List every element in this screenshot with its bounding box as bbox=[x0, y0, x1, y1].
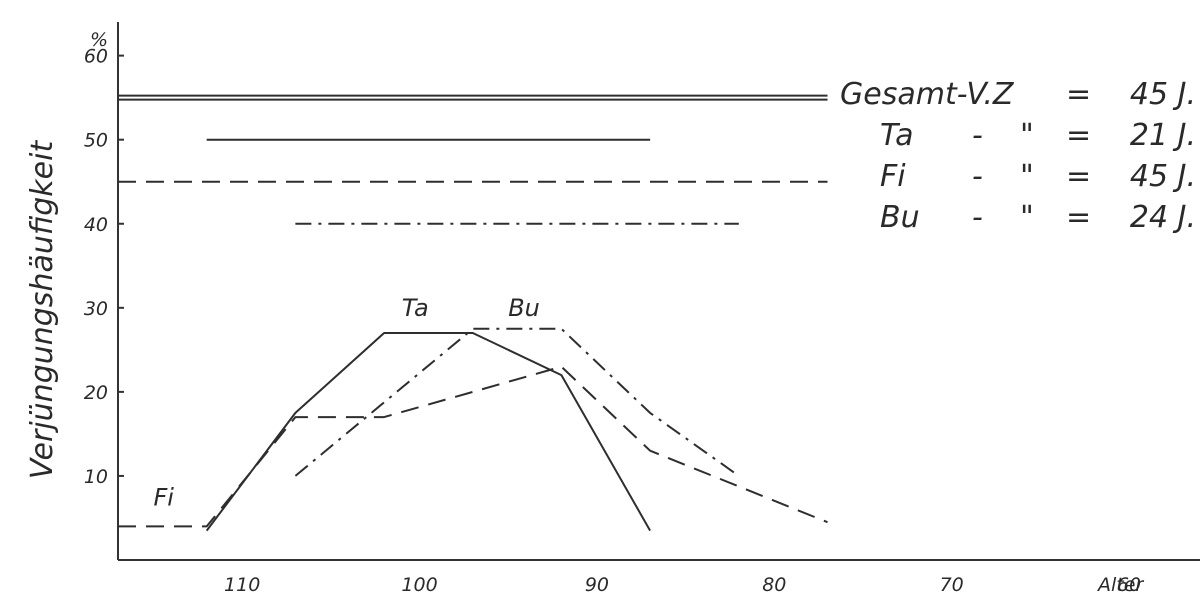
y-tick-label: 30 bbox=[84, 298, 108, 320]
x-axis-title: Alter bbox=[1096, 574, 1144, 596]
legend-name: Gesamt-V.Z bbox=[840, 77, 1015, 112]
series-line-bu bbox=[294, 327, 740, 477]
legend-equals: = bbox=[1066, 118, 1091, 153]
y-axis-title: Verjüngungshäufigkeit bbox=[25, 140, 60, 480]
series-label-ta: Ta bbox=[402, 294, 429, 322]
y-tick-label: 40 bbox=[84, 214, 108, 236]
legend-dash: - bbox=[972, 159, 983, 194]
legend-value: 21 J. bbox=[1130, 118, 1196, 153]
y-tick-labels: 10 20 30 40 50 60 bbox=[84, 46, 124, 488]
y-axis-unit: % bbox=[90, 29, 108, 51]
x-tick-label: 110 bbox=[224, 574, 260, 596]
legend-value: 45 J. bbox=[1130, 159, 1196, 194]
x-tick-label: 80 bbox=[762, 574, 786, 596]
legend-equals: = bbox=[1066, 200, 1091, 235]
x-tick-label: 70 bbox=[940, 574, 964, 596]
reference-lines bbox=[118, 94, 828, 225]
x-tick-label: 90 bbox=[585, 574, 609, 596]
legend-value: 45 J. bbox=[1130, 77, 1196, 112]
y-tick-label: 50 bbox=[84, 130, 108, 152]
x-tick-label: 60 bbox=[1117, 574, 1141, 596]
x-tick-label: 100 bbox=[401, 574, 437, 596]
legend-ditto: " bbox=[1020, 118, 1034, 153]
legend-ditto: " bbox=[1020, 200, 1034, 235]
series-label-fi: Fi bbox=[153, 483, 174, 511]
x-tick-labels: 110 100 90 80 70 60 bbox=[224, 574, 1141, 596]
series-line-ta bbox=[205, 332, 651, 532]
series-label-bu: Bu bbox=[508, 294, 540, 322]
series-curves bbox=[118, 327, 828, 532]
legend-name: Bu bbox=[880, 200, 920, 235]
y-tick-label: 10 bbox=[84, 466, 108, 488]
legend-dash: - bbox=[972, 118, 983, 153]
y-tick-label: 20 bbox=[84, 382, 108, 404]
series-labels: Ta Fi Bu bbox=[153, 294, 539, 511]
legend-name: Fi bbox=[880, 159, 906, 194]
legend: Gesamt-V.Z = 45 J. Ta - " = 21 J. Fi - " = 45 J. Bu - "… bbox=[840, 77, 1196, 235]
y-tick-label: 60 bbox=[84, 46, 108, 68]
series-line-fi bbox=[118, 365, 828, 528]
legend-equals: = bbox=[1066, 77, 1091, 112]
legend-dash: - bbox=[972, 200, 983, 235]
legend-ditto: " bbox=[1020, 159, 1034, 194]
legend-name: Ta bbox=[880, 118, 914, 153]
legend-value: 24 J. bbox=[1130, 200, 1196, 235]
legend-equals: = bbox=[1066, 159, 1091, 194]
